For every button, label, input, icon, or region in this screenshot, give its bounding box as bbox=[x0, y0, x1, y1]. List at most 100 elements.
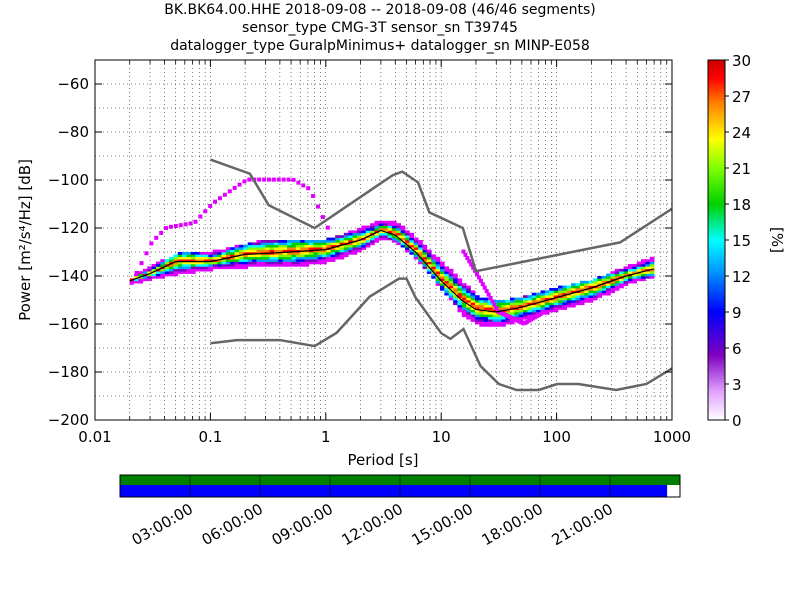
psd-cell bbox=[282, 264, 288, 267]
psd-cell bbox=[518, 297, 524, 301]
noise-models bbox=[209, 158, 672, 392]
psd-cell bbox=[592, 278, 598, 282]
psd-cell bbox=[291, 264, 297, 267]
psd-cell bbox=[597, 280, 602, 284]
psd-cell bbox=[536, 302, 541, 306]
psd-cell bbox=[295, 244, 301, 248]
psd-cell bbox=[405, 237, 410, 241]
psd-density-band bbox=[129, 177, 655, 327]
psd-cell bbox=[474, 302, 480, 306]
psd-cell bbox=[273, 244, 279, 248]
psd-cell bbox=[160, 264, 165, 267]
psd-cell bbox=[300, 256, 305, 260]
psd-cell bbox=[173, 259, 179, 262]
x-tick-label: 0.01 bbox=[78, 428, 111, 446]
psd-cell bbox=[282, 247, 288, 250]
psd-cell bbox=[356, 249, 362, 253]
psd-cell bbox=[335, 249, 340, 253]
psd-cell bbox=[134, 276, 139, 279]
psd-cell bbox=[627, 276, 633, 279]
psd-cell bbox=[501, 302, 506, 306]
psd-cell bbox=[466, 307, 471, 310]
psd-cell bbox=[204, 254, 209, 258]
psd-cell bbox=[544, 312, 550, 315]
psd-cell bbox=[505, 304, 511, 308]
psd-cell bbox=[155, 273, 161, 277]
psd-cell bbox=[405, 249, 410, 253]
psd-cell bbox=[221, 264, 227, 267]
psd-cell bbox=[308, 252, 314, 255]
psd-cell bbox=[413, 242, 419, 246]
psd-cell bbox=[326, 256, 332, 260]
psd-cell bbox=[409, 237, 415, 241]
outlier-cell bbox=[471, 265, 476, 270]
psd-cell bbox=[413, 244, 419, 248]
psd-cell bbox=[155, 266, 161, 270]
psd-cell bbox=[356, 247, 362, 250]
psd-cell bbox=[260, 256, 266, 260]
psd-cell bbox=[322, 256, 327, 260]
psd-cell bbox=[142, 278, 148, 282]
psd-cell bbox=[579, 297, 585, 301]
psd-cell bbox=[614, 273, 620, 277]
psd-cell bbox=[326, 259, 332, 262]
psd-cell bbox=[575, 300, 581, 303]
psd-cell bbox=[400, 244, 406, 248]
psd-cell bbox=[435, 259, 441, 262]
psd-cell bbox=[247, 264, 253, 267]
psd-cell bbox=[269, 261, 275, 265]
psd-cell bbox=[300, 259, 305, 262]
psd-cell bbox=[641, 268, 646, 272]
psd-cell bbox=[221, 254, 227, 258]
psd-cell bbox=[597, 295, 602, 298]
psd-cell bbox=[557, 300, 563, 303]
psd-cell bbox=[352, 230, 358, 234]
psd-cell bbox=[579, 295, 585, 298]
psd-cell bbox=[483, 304, 489, 308]
psd-cell bbox=[256, 244, 262, 248]
outlier-cell bbox=[296, 180, 301, 185]
psd-cell bbox=[553, 288, 559, 291]
psd-cell bbox=[330, 259, 336, 262]
psd-cell bbox=[339, 242, 345, 246]
psd-cell bbox=[496, 316, 502, 320]
psd-cell bbox=[313, 244, 318, 248]
psd-cell bbox=[488, 304, 493, 308]
psd-cell bbox=[295, 256, 301, 260]
psd-cell bbox=[474, 297, 480, 301]
psd-cell bbox=[426, 254, 432, 258]
psd-cell bbox=[182, 256, 187, 260]
psd-cell bbox=[553, 300, 559, 303]
psd-cell bbox=[291, 242, 297, 246]
psd-cell bbox=[461, 307, 467, 310]
psd-cell bbox=[540, 307, 546, 310]
psd-cell bbox=[649, 256, 655, 260]
psd-cell bbox=[256, 264, 262, 267]
psd-cell bbox=[440, 285, 445, 289]
psd-cell bbox=[483, 324, 489, 327]
psd-cell bbox=[348, 249, 353, 253]
psd-cell bbox=[348, 244, 353, 248]
psd-cell bbox=[147, 273, 152, 277]
psd-cell bbox=[304, 244, 310, 248]
psd-cell bbox=[422, 264, 428, 267]
psd-cell bbox=[540, 297, 546, 301]
psd-cell bbox=[339, 237, 345, 241]
psd-cell bbox=[138, 278, 144, 282]
psd-cell bbox=[295, 261, 301, 265]
psd-cell bbox=[147, 268, 152, 272]
chart-subtitle-sensor: sensor_type CMG-3T sensor_sn T39745 bbox=[242, 20, 518, 36]
psd-cell bbox=[575, 292, 581, 296]
psd-cell bbox=[383, 220, 388, 224]
psd-cell bbox=[400, 230, 406, 234]
psd-cell bbox=[243, 264, 249, 267]
psd-coverage-strip bbox=[120, 485, 668, 497]
psd-cell bbox=[501, 319, 506, 322]
psd-cell bbox=[636, 266, 642, 270]
psd-cell bbox=[536, 295, 541, 298]
psd-cell bbox=[474, 304, 480, 308]
psd-cell bbox=[649, 259, 655, 262]
psd-cell bbox=[387, 230, 393, 234]
psd-cell bbox=[488, 324, 493, 327]
psd-cell bbox=[470, 312, 476, 315]
